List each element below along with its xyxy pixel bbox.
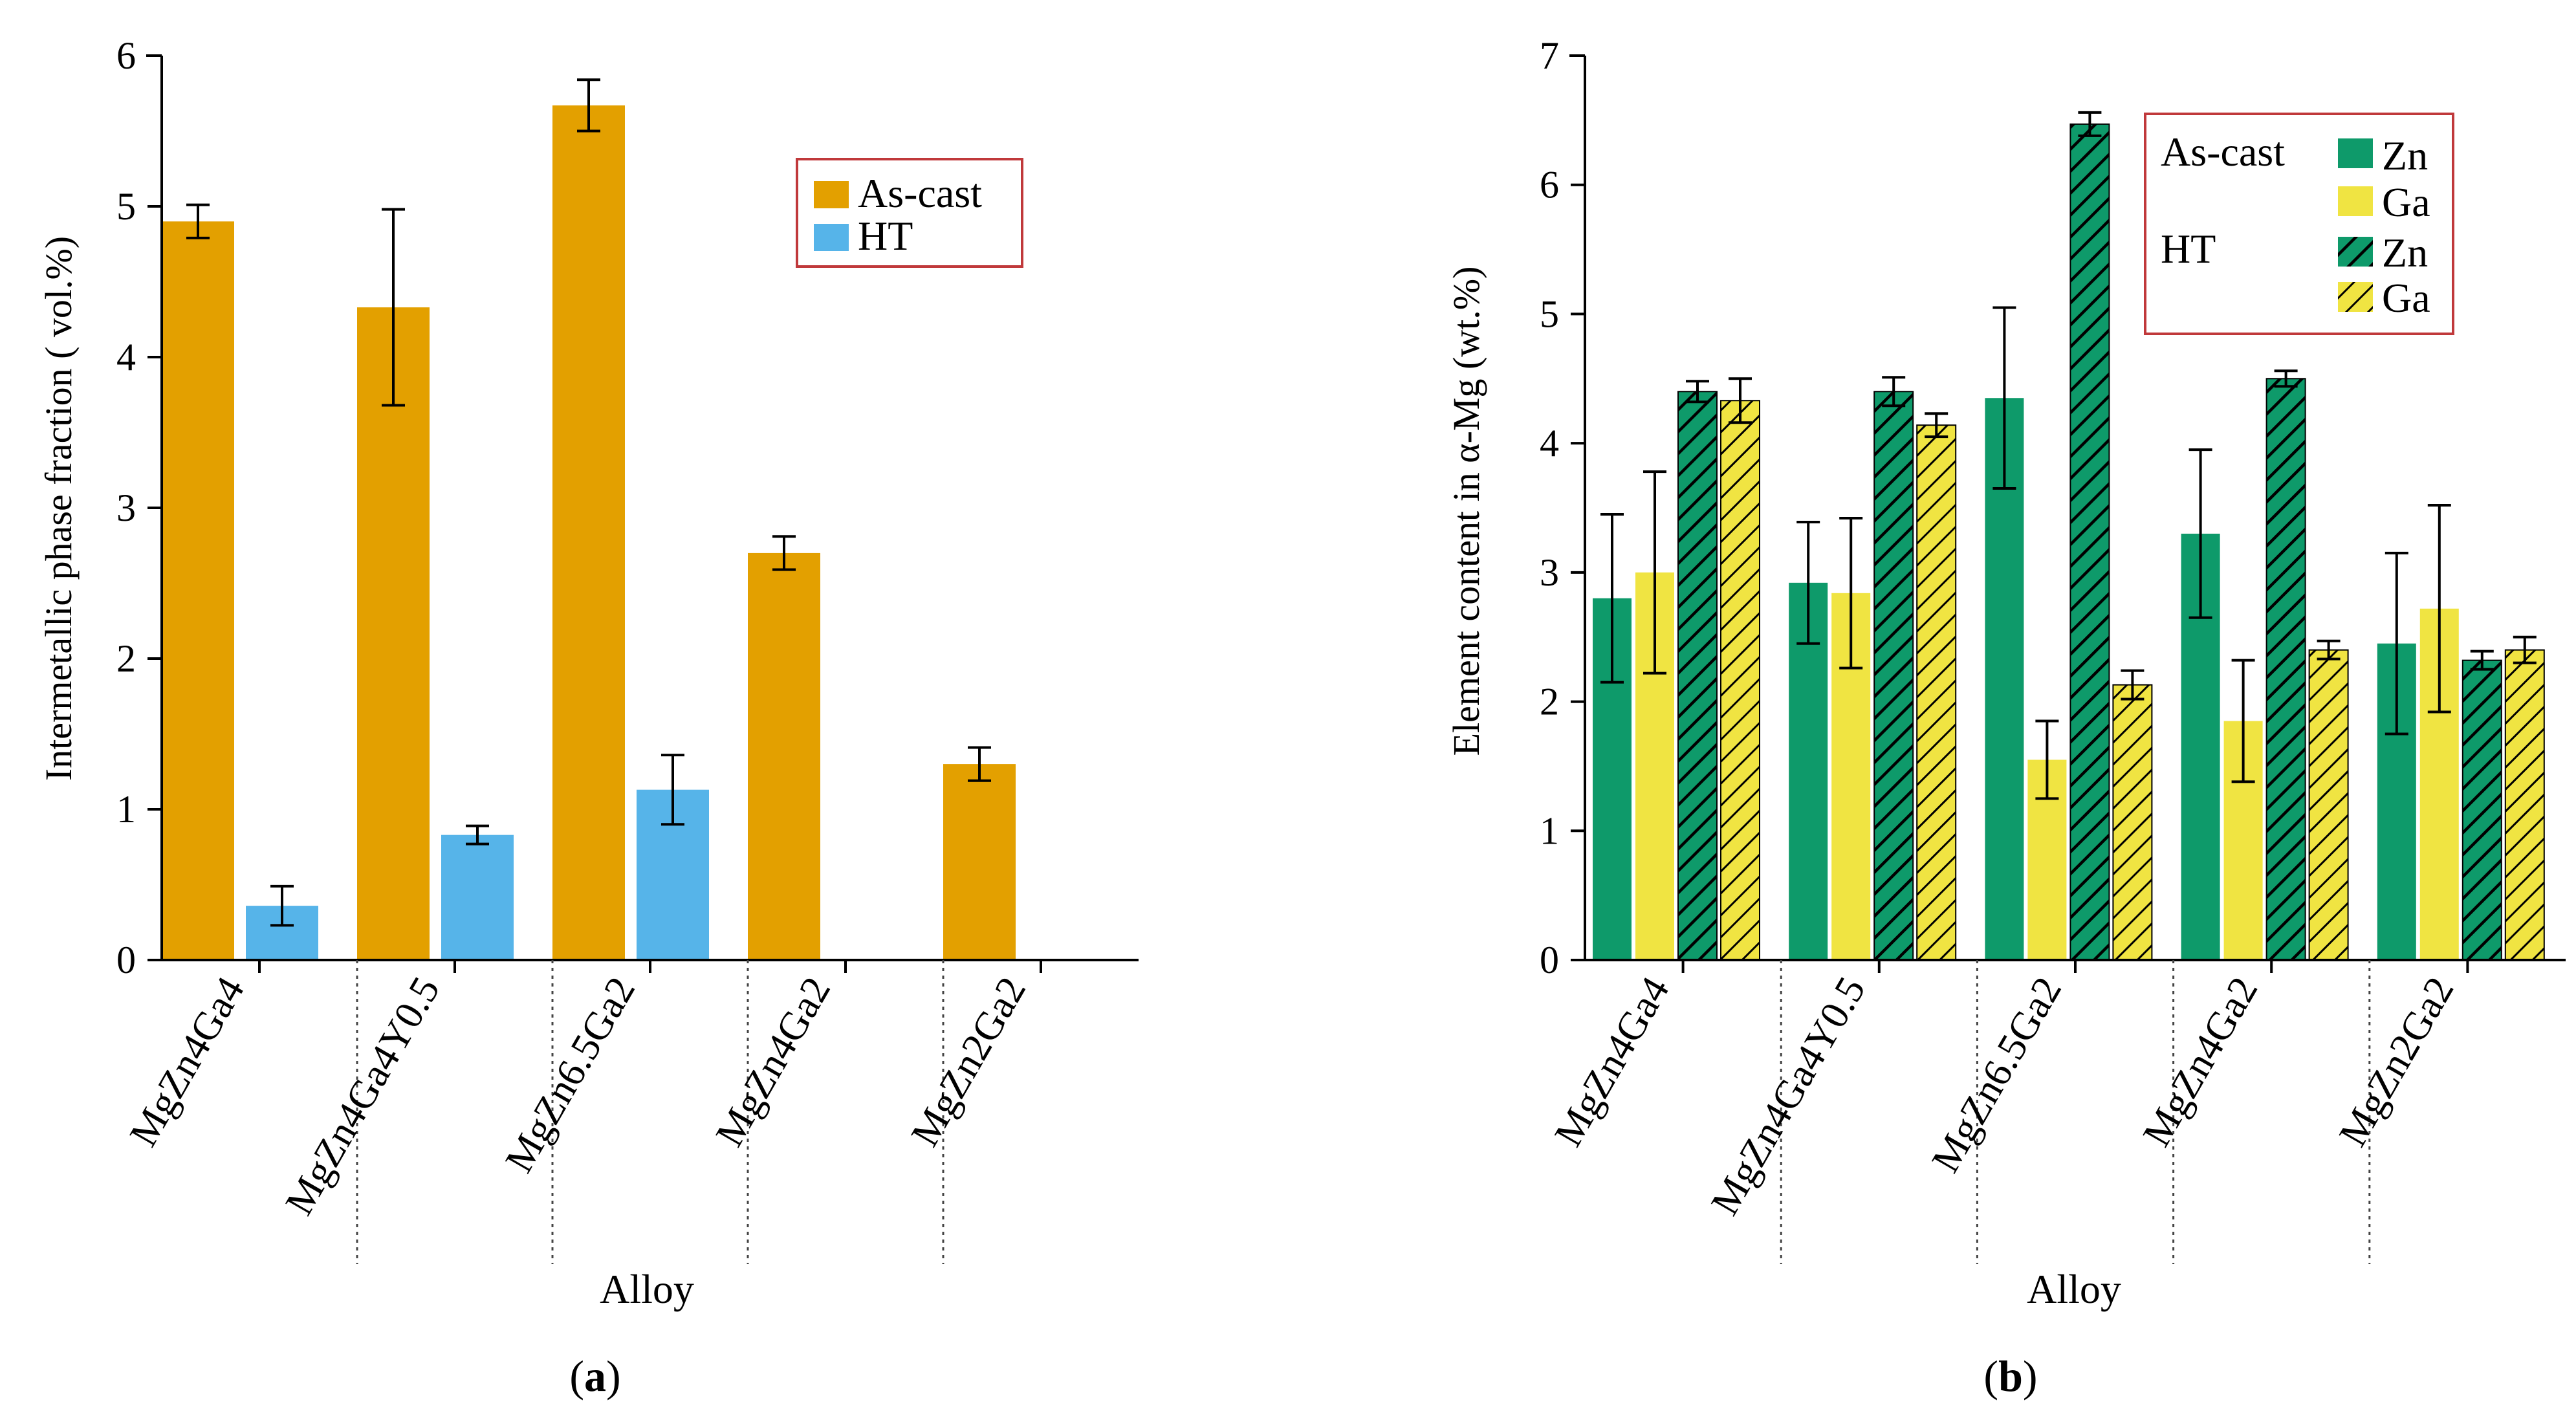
chart-a-legend: As-cast HT [796, 158, 1023, 268]
y-tick-label: 0 [1540, 939, 1559, 981]
panel-b-caption: (b) [1983, 1351, 2037, 1401]
y-tick-label: 6 [1540, 164, 1559, 206]
category-label: MgZn6.5Ga2 [1923, 970, 2070, 1180]
bar-as-cast [748, 552, 820, 960]
chart-b-x-axis-label: Alloy [2027, 1266, 2121, 1312]
chart-b-y-axis-label: Element content in α-Mg (wt.%) [1445, 267, 1487, 756]
bar-ht-ga [2308, 649, 2349, 961]
y-tick-label: 1 [1540, 809, 1559, 852]
bar-as-cast [943, 764, 1016, 960]
y-tick-label: 4 [1540, 422, 1559, 464]
legend-frame [2144, 113, 2454, 335]
legend-swatch-ht [814, 224, 849, 251]
legend-swatch-as-cast [814, 181, 849, 208]
y-tick-label: 0 [116, 939, 136, 981]
category-label: MgZn6.5Ga2 [497, 970, 644, 1180]
bar-as-cast-zn [1985, 398, 2024, 960]
category-label: MgZn4Ga4 [1546, 970, 1678, 1154]
category-label: MgZn4Ga4Y0.5 [1703, 970, 1874, 1222]
bar-ht-ga [2112, 684, 2153, 961]
chart-b: 0 1 2 3 4 5 6 7 MgZn4Ga4 MgZn4Ga4Y0.5 MgZn6.5Ga2 Mg… [1445, 34, 2566, 1401]
y-tick-label: 2 [1540, 681, 1559, 723]
legend-group-as-cast: As-cast [2161, 129, 2285, 175]
chart-a: 0 1 2 3 4 5 6 MgZn4Ga4 MgZn4Ga4Y0.5 MgZn6.5Ga2 MgZ… [38, 34, 1139, 1401]
bar-ht-ga [1720, 400, 1760, 961]
bar-as-cast [162, 221, 234, 960]
chart-a-x-axis-label: Alloy [600, 1266, 694, 1312]
chart-a-bars [162, 78, 1016, 960]
category-label: MgZn2Ga2 [2331, 970, 2463, 1154]
legend-frame [796, 158, 1023, 268]
bar-ht-ga [2504, 649, 2545, 961]
y-tick-label: 5 [116, 185, 136, 228]
bar-ht-zn [1873, 391, 1914, 961]
bar-ht-zn [1677, 391, 1718, 961]
legend-label-ga-as-cast: Ga [2382, 179, 2430, 225]
y-tick-label: 4 [116, 336, 136, 378]
bar-ht-zn [2461, 659, 2502, 961]
bar-ht-ga [1916, 424, 1957, 961]
bar-ht-zn [2265, 378, 2306, 961]
legend-label-zn-as-cast: Zn [2382, 133, 2428, 179]
category-label: MgZn4Ga2 [2135, 970, 2267, 1154]
category-label: MgZn2Ga2 [903, 970, 1035, 1154]
category-label: MgZn4Ga4Y0.5 [277, 970, 448, 1222]
bar-ht [441, 835, 514, 960]
legend-label-ht: HT [858, 213, 913, 259]
y-tick-label: 3 [1540, 551, 1559, 594]
legend-swatch-ga-as-cast [2338, 186, 2373, 216]
category-label: MgZn4Ga2 [708, 970, 840, 1154]
y-tick-label: 5 [1540, 292, 1559, 335]
chart-a-y-axis-label: Intermetallic phase fraction ( vol.%) [38, 236, 80, 781]
legend-swatch-ga-ht [2338, 282, 2373, 312]
chart-b-bars [1593, 111, 2545, 961]
bar-as-cast-zn [1789, 582, 1828, 960]
y-tick-label: 1 [116, 788, 136, 831]
legend-swatch-zn-ht [2338, 237, 2373, 267]
panel-a-caption: (a) [569, 1351, 620, 1401]
legend-label-zn-ht: Zn [2382, 230, 2428, 276]
bar-as-cast [552, 105, 625, 960]
y-tick-label: 7 [1540, 34, 1559, 77]
chart-b-legend: As-cast HT Zn Ga Zn Ga [2144, 113, 2454, 335]
legend-group-ht: HT [2161, 226, 2216, 272]
bar-ht-zn [2069, 123, 2110, 961]
legend-label-as-cast: As-cast [858, 170, 982, 216]
y-tick-label: 3 [116, 486, 136, 529]
legend-swatch-zn-as-cast [2338, 138, 2373, 168]
y-tick-label: 6 [116, 34, 136, 77]
category-label: MgZn4Ga4 [122, 970, 254, 1154]
y-tick-label: 2 [116, 637, 136, 680]
bar-as-cast [357, 307, 430, 960]
legend-label-ga-ht: Ga [2382, 275, 2430, 321]
